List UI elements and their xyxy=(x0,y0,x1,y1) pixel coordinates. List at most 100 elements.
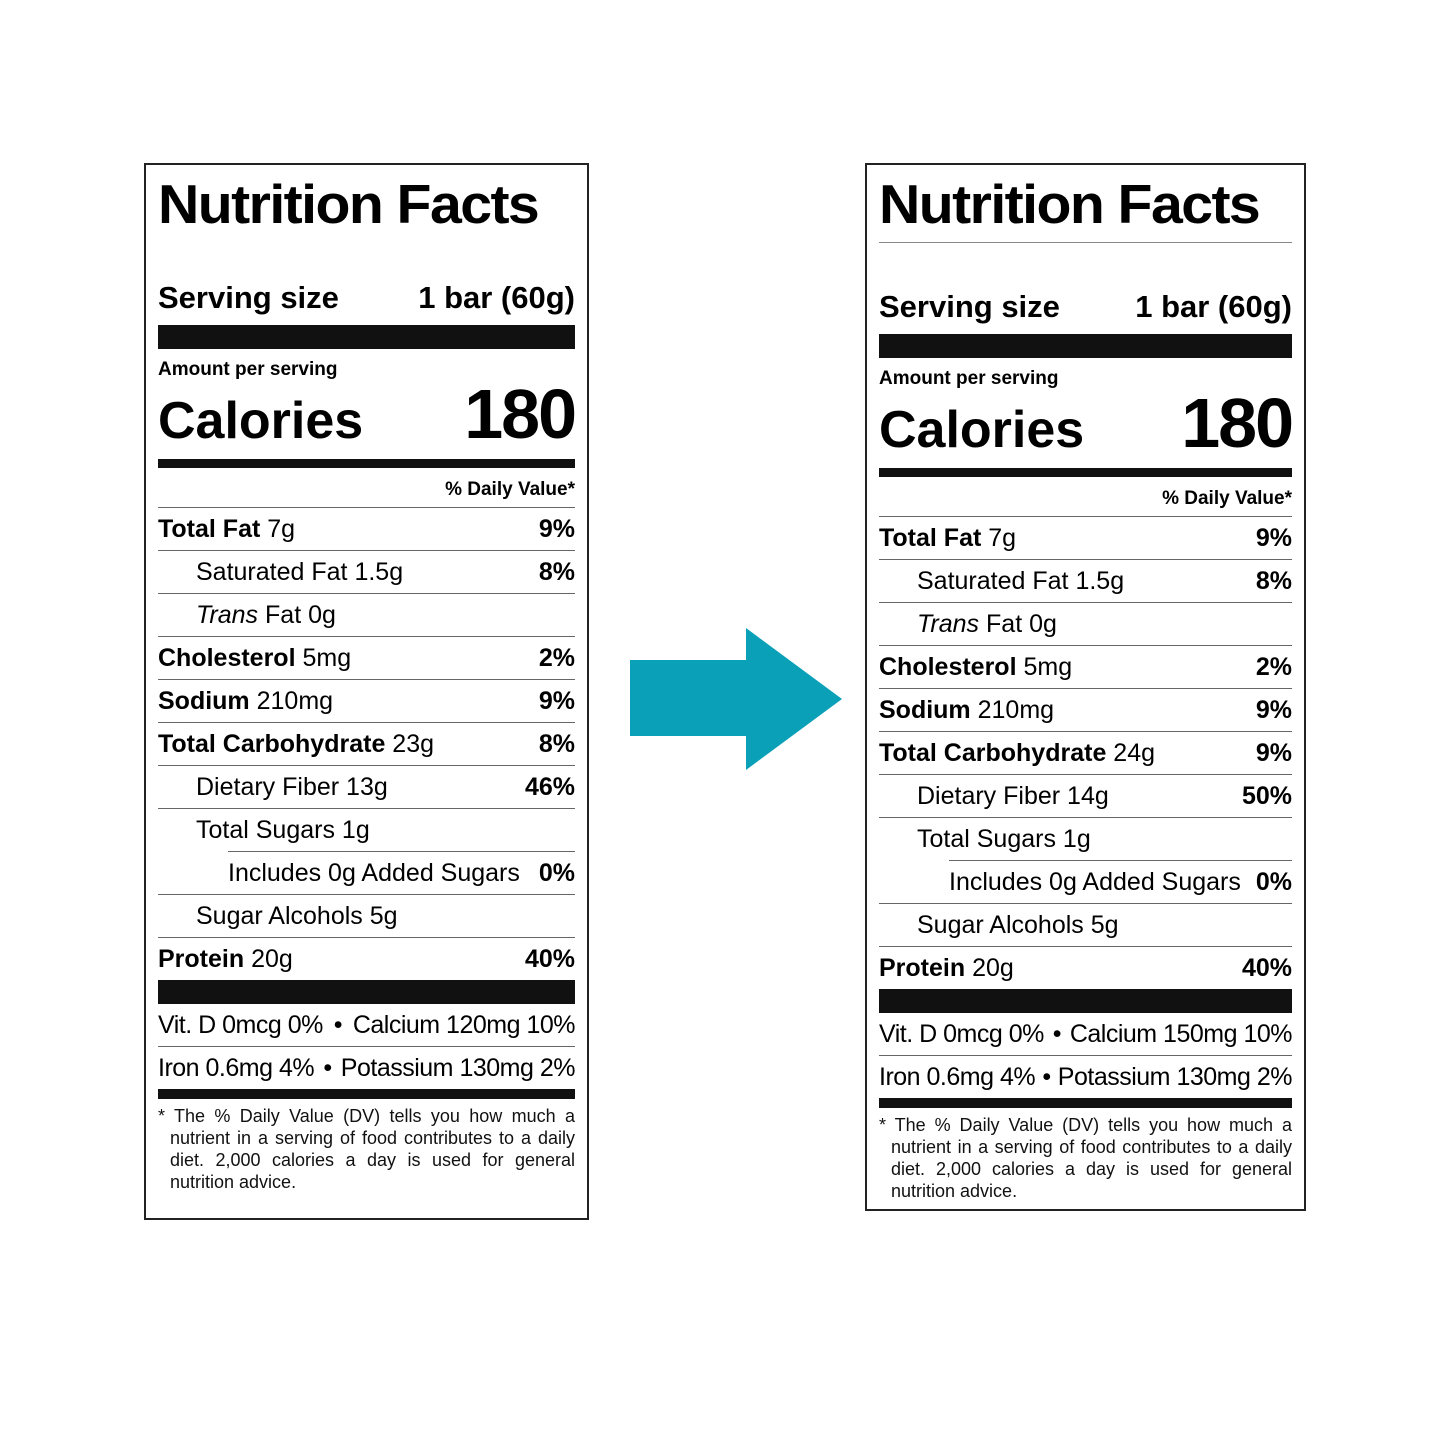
nutrition-label-after: Nutrition Facts Serving size 1 bar (60g)… xyxy=(865,163,1306,1211)
nutrient-dv: 9% xyxy=(538,686,575,715)
bullet-separator: • xyxy=(333,1010,343,1039)
nutrient-row-trans-fat: Trans Fat 0g xyxy=(158,593,575,636)
nutrient-amount: 23g xyxy=(392,729,435,758)
nutrient-name: Protein xyxy=(879,953,966,982)
footnote: * The % Daily Value (DV) tells you how m… xyxy=(879,1115,1292,1201)
nutrient-amount: 5mg xyxy=(302,643,352,672)
nutrient-amount: 7g xyxy=(267,514,296,543)
nutrient-amount: 20g xyxy=(251,944,293,973)
nutrient-row-sugar-alcohols: Sugar Alcohols 5g xyxy=(879,903,1292,946)
nutrient-row-dietary-fiber: Dietary Fiber 13g 46% xyxy=(158,765,575,808)
nutrient-dv: 8% xyxy=(1255,566,1292,595)
vitamin-d: Vit. D 0mcg 0% xyxy=(158,1010,323,1039)
nutrient-row-saturated-fat: Saturated Fat 1.5g 8% xyxy=(158,550,575,593)
nutrient-dv: 9% xyxy=(1255,523,1292,552)
nutrient-dv: 9% xyxy=(538,514,575,543)
nutrient-row-trans-fat: Trans Fat 0g xyxy=(879,602,1292,645)
daily-value-header: % Daily Value* xyxy=(1162,488,1292,509)
nutrient-name: Total Carbohydrate xyxy=(879,738,1107,767)
nutrient-amount: 24g xyxy=(1113,738,1156,767)
serving-size-label: Serving size xyxy=(158,280,339,315)
nutrient-name: Dietary Fiber xyxy=(196,772,340,801)
nutrient-name: Total Sugars xyxy=(196,815,335,844)
serving-size-row: Serving size 1 bar (60g) xyxy=(879,291,1292,322)
nutrient-row-total-carbohydrate: Total Carbohydrate 23g 8% xyxy=(158,722,575,765)
serving-size-row: Serving size 1 bar (60g) xyxy=(158,282,575,313)
calories-label: Calories xyxy=(158,392,364,450)
nutrient-amount: 5g xyxy=(369,901,398,930)
nutrient-row-total-fat: Total Fat 7g 9% xyxy=(158,507,575,550)
nutrient-name-italic: Trans xyxy=(917,609,980,638)
thick-divider xyxy=(158,325,575,349)
thick-divider xyxy=(158,980,575,1004)
nutrient-dv: 9% xyxy=(1255,695,1292,724)
nutrient-name: Total Carbohydrate xyxy=(158,729,386,758)
nutrient-name: Sugar Alcohols xyxy=(917,910,1084,939)
nutrient-dv: 50% xyxy=(1241,781,1292,810)
serving-size-value: 1 bar (60g) xyxy=(418,280,575,315)
nutrient-row-protein: Protein 20g 40% xyxy=(879,946,1292,989)
daily-value-header: % Daily Value* xyxy=(445,479,575,500)
nutrient-amount: 5mg xyxy=(1023,652,1073,681)
nutrient-dv: 46% xyxy=(524,772,575,801)
nutrient-amount: 210mg xyxy=(977,695,1055,724)
nutrient-name: Sugar Alcohols xyxy=(196,901,363,930)
label-title: Nutrition Facts xyxy=(158,173,540,235)
medium-divider xyxy=(158,1089,575,1099)
nutrient-name: Cholesterol xyxy=(879,652,1017,681)
bullet-separator: • xyxy=(323,1053,332,1082)
nutrient-amount: 210mg xyxy=(256,686,334,715)
label-title: Nutrition Facts xyxy=(879,173,1261,235)
nutrient-row-total-sugars: Total Sugars 1g xyxy=(879,817,1292,860)
nutrient-name: Sodium xyxy=(158,686,250,715)
vitamin-row: Vit. D 0mcg 0% • Calcium 120mg 10% xyxy=(158,1004,575,1046)
footnote: * The % Daily Value (DV) tells you how m… xyxy=(158,1106,575,1192)
arrow-shape xyxy=(630,628,842,770)
nutrient-amount: 0g xyxy=(1029,609,1057,638)
nutrient-row-saturated-fat: Saturated Fat 1.5g 8% xyxy=(879,559,1292,602)
nutrient-name: Saturated Fat xyxy=(196,557,348,586)
nutrient-name: Total Sugars xyxy=(917,824,1056,853)
nutrient-dv: 2% xyxy=(538,643,575,672)
calories-row: Calories 180 xyxy=(158,375,577,453)
iron: Iron 0.6mg 4% xyxy=(879,1062,1036,1091)
nutrient-row-cholesterol: Cholesterol 5mg 2% xyxy=(158,636,575,679)
nutrient-row-sodium: Sodium 210mg 9% xyxy=(879,688,1292,731)
nutrient-dv: 9% xyxy=(1255,738,1292,767)
calories-row: Calories 180 xyxy=(879,384,1294,462)
vitamin-row: Vit. D 0mcg 0% • Calcium 150mg 10% xyxy=(879,1013,1292,1055)
nutrient-name: Fat xyxy=(986,609,1023,638)
nutrient-row-total-fat: Total Fat 7g 9% xyxy=(879,516,1292,559)
calories-label: Calories xyxy=(879,401,1085,459)
nutrient-name: Cholesterol xyxy=(158,643,296,672)
medium-divider xyxy=(879,1098,1292,1108)
nutrient-name: Dietary Fiber xyxy=(917,781,1061,810)
nutrient-name: Fat xyxy=(265,600,302,629)
amount-per-serving: Amount per serving xyxy=(879,368,1059,389)
title-divider xyxy=(879,242,1292,243)
nutrient-row-protein: Protein 20g 40% xyxy=(158,937,575,980)
nutrient-row-total-sugars: Total Sugars 1g xyxy=(158,808,575,851)
vitamin-d: Vit. D 0mcg 0% xyxy=(879,1019,1044,1048)
nutrient-name: Total Fat xyxy=(879,523,982,552)
nutrient-amount: 14g xyxy=(1067,781,1109,810)
vitamin-row: Iron 0.6mg 4% • Potassium 130mg 2% xyxy=(158,1046,575,1089)
nutrient-dv: 8% xyxy=(538,729,575,758)
nutrition-label-before: Nutrition Facts Serving size 1 bar (60g)… xyxy=(144,163,589,1220)
potassium: Potassium 130mg 2% xyxy=(1057,1062,1293,1091)
serving-size-label: Serving size xyxy=(879,289,1060,324)
nutrient-row-added-sugars: Includes 0g Added Sugars 0% xyxy=(228,851,575,894)
calcium: Calcium 150mg 10% xyxy=(1069,1019,1293,1048)
nutrient-name: Sodium xyxy=(879,695,971,724)
thick-divider xyxy=(879,334,1292,358)
nutrient-amount: 20g xyxy=(972,953,1014,982)
nutrient-row-total-carbohydrate: Total Carbohydrate 24g 9% xyxy=(879,731,1292,774)
calories-value: 180 xyxy=(464,375,577,453)
iron: Iron 0.6mg 4% xyxy=(158,1053,315,1082)
nutrient-amount: 1.5g xyxy=(354,557,404,586)
medium-divider xyxy=(879,468,1292,477)
amount-per-serving: Amount per serving xyxy=(158,359,338,380)
nutrient-row-dietary-fiber: Dietary Fiber 14g 50% xyxy=(879,774,1292,817)
nutrient-dv: 0% xyxy=(538,858,575,887)
calories-value: 180 xyxy=(1181,384,1294,462)
